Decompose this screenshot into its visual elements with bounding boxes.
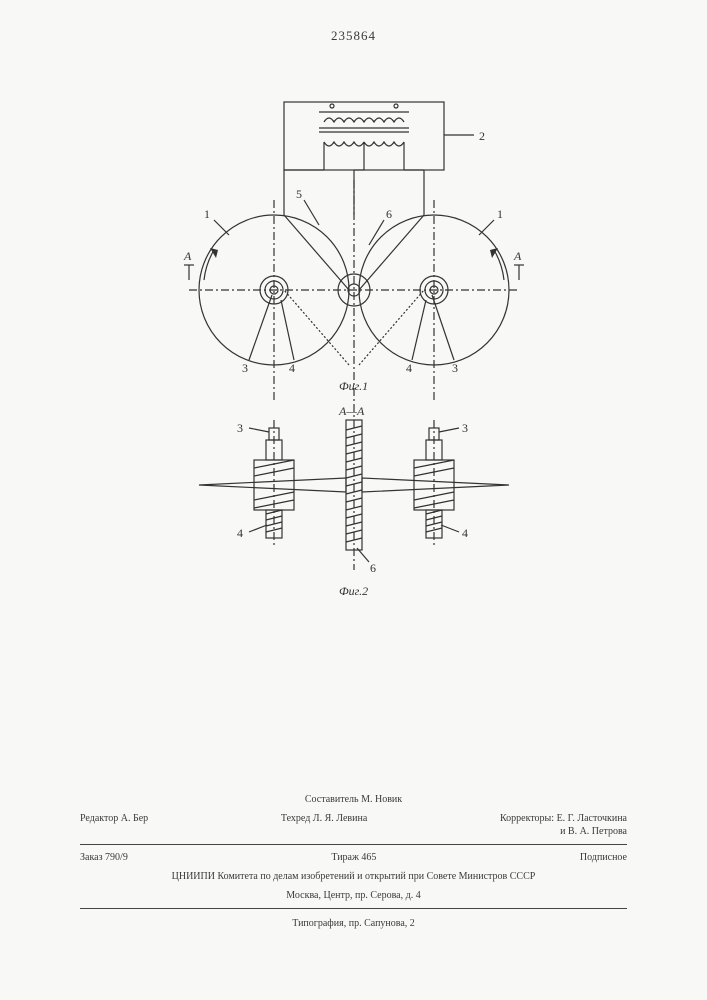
footer-rule-2 xyxy=(80,908,627,909)
tirage: Тираж 465 xyxy=(331,851,376,864)
label-3-right: 3 xyxy=(452,361,458,375)
fig2-label-3-right: 3 xyxy=(462,421,468,435)
fig1-caption: Фиг.1 xyxy=(339,379,368,393)
fig2-label-4-left: 4 xyxy=(237,526,243,540)
corrector-1: Е. Г. Ласточкина xyxy=(557,813,627,824)
signed: Подписное xyxy=(580,851,627,864)
fig2-caption: Фиг.2 xyxy=(339,584,368,598)
section-A-right: A xyxy=(513,249,522,263)
label-6-fig1: 6 xyxy=(386,207,392,221)
diagram-svg: 2 A A 1 1 5 6 xyxy=(154,100,554,600)
typography-line: Типография, пр. Сапунова, 2 xyxy=(80,912,627,930)
label-4-left: 4 xyxy=(289,361,295,375)
footer-block: Составитель М. Новик Редактор А. Бер Тех… xyxy=(80,790,627,930)
label-3-left: 3 xyxy=(242,361,248,375)
section-label: А—А xyxy=(338,404,365,418)
order-number: Заказ 790/9 xyxy=(80,851,128,864)
label-2: 2 xyxy=(479,129,485,143)
page-number: 235864 xyxy=(331,28,376,44)
compiler-line: Составитель М. Новик xyxy=(80,790,627,809)
fig2-label-6: 6 xyxy=(370,561,376,575)
org-line-1: ЦНИИПИ Комитета по делам изобретений и о… xyxy=(80,867,627,886)
editor: Редактор А. Бер xyxy=(80,812,148,838)
footer-rule-1 xyxy=(80,844,627,845)
label-1-left: 1 xyxy=(204,207,210,221)
label-4-right: 4 xyxy=(406,361,412,375)
tech-editor: Техред Л. Я. Левина xyxy=(281,812,367,838)
fig2-label-4-right: 4 xyxy=(462,526,468,540)
label-5: 5 xyxy=(296,187,302,201)
corrector-2: и В. А. Петрова xyxy=(560,826,627,837)
org-line-2: Москва, Центр, пр. Серова, д. 4 xyxy=(80,886,627,905)
fig2-label-3-left: 3 xyxy=(237,421,243,435)
technical-diagram: 2 A A 1 1 5 6 xyxy=(154,100,554,600)
label-1-right: 1 xyxy=(497,207,503,221)
correctors-label: Корректоры: xyxy=(500,813,554,824)
section-A-left: A xyxy=(183,249,192,263)
